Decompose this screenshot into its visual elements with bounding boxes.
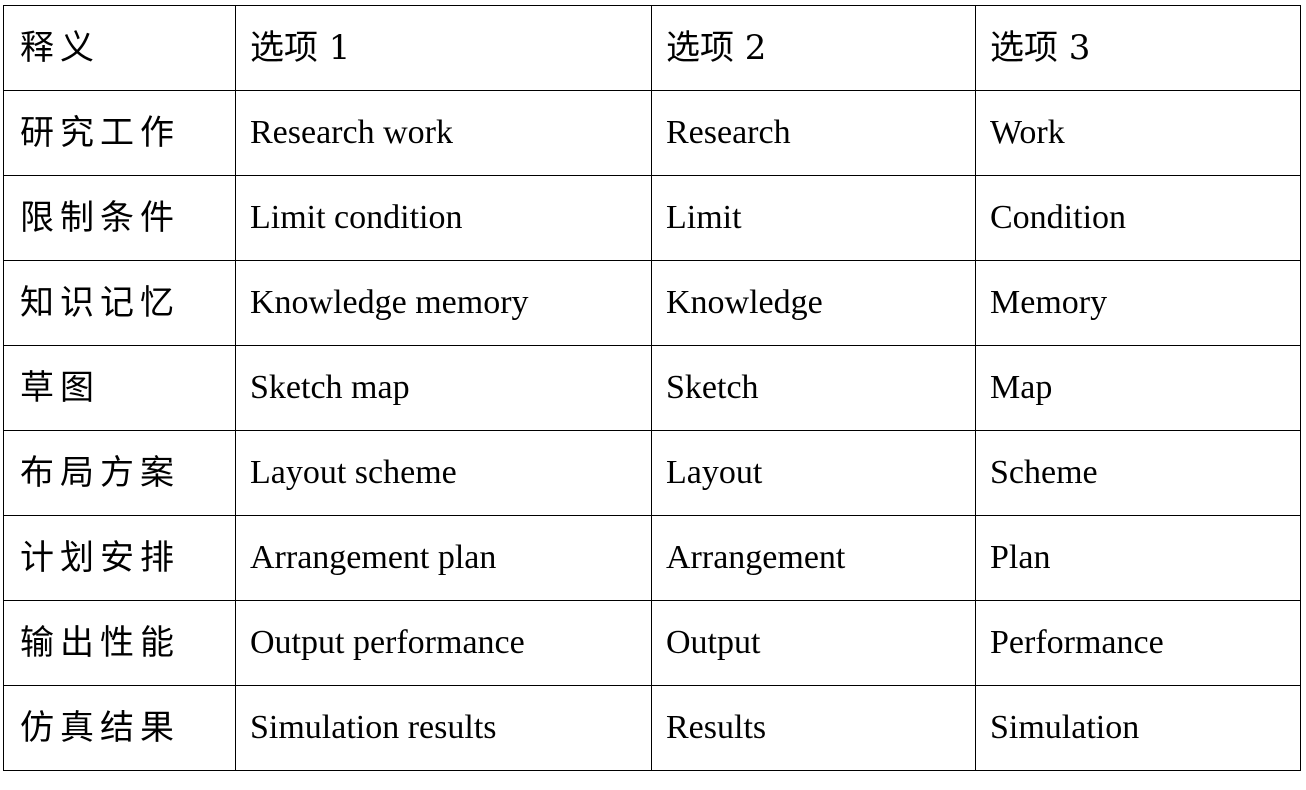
option-2-cell: Research xyxy=(651,90,976,176)
header-option-2: 选项 2 xyxy=(651,5,976,91)
option-1-cell: Simulation results xyxy=(235,685,652,771)
option-2-cell: Limit xyxy=(651,175,976,261)
option-3-cell: Performance xyxy=(975,600,1301,686)
table-row: 研究工作 Research work Research Work xyxy=(3,90,1301,176)
option-2-cell: Knowledge xyxy=(651,260,976,346)
table-row: 仿真结果 Simulation results Results Simulati… xyxy=(3,685,1301,771)
option-2-cell: Sketch xyxy=(651,345,976,431)
option-2-cell: Layout xyxy=(651,430,976,516)
header-option-3: 选项 3 xyxy=(975,5,1301,91)
option-1-cell: Arrangement plan xyxy=(235,515,652,601)
option-1-cell: Limit condition xyxy=(235,175,652,261)
term-cell: 布局方案 xyxy=(3,430,236,516)
option-3-cell: Scheme xyxy=(975,430,1301,516)
option-1-cell: Research work xyxy=(235,90,652,176)
option-3-cell: Simulation xyxy=(975,685,1301,771)
table-row: 草图 Sketch map Sketch Map xyxy=(3,345,1301,431)
option-3-cell: Condition xyxy=(975,175,1301,261)
term-cell: 研究工作 xyxy=(3,90,236,176)
option-1-cell: Layout scheme xyxy=(235,430,652,516)
option-1-cell: Sketch map xyxy=(235,345,652,431)
term-cell: 仿真结果 xyxy=(3,685,236,771)
term-cell: 输出性能 xyxy=(3,600,236,686)
header-definition: 释义 xyxy=(3,5,236,91)
option-3-cell: Plan xyxy=(975,515,1301,601)
table-header-row: 释义 选项 1 选项 2 选项 3 xyxy=(3,5,1301,91)
option-3-cell: Memory xyxy=(975,260,1301,346)
option-3-cell: Work xyxy=(975,90,1301,176)
option-3-cell: Map xyxy=(975,345,1301,431)
table-row: 知识记忆 Knowledge memory Knowledge Memory xyxy=(3,260,1301,346)
table-row: 输出性能 Output performance Output Performan… xyxy=(3,600,1301,686)
term-cell: 计划安排 xyxy=(3,515,236,601)
term-cell: 草图 xyxy=(3,345,236,431)
header-option-1: 选项 1 xyxy=(235,5,652,91)
option-2-cell: Arrangement xyxy=(651,515,976,601)
table-row: 布局方案 Layout scheme Layout Scheme xyxy=(3,430,1301,516)
table-row: 计划安排 Arrangement plan Arrangement Plan xyxy=(3,515,1301,601)
option-2-cell: Results xyxy=(651,685,976,771)
table-row: 限制条件 Limit condition Limit Condition xyxy=(3,175,1301,261)
term-cell: 知识记忆 xyxy=(3,260,236,346)
term-options-table: 释义 选项 1 选项 2 选项 3 研究工作 Research work Res… xyxy=(3,5,1301,771)
option-2-cell: Output xyxy=(651,600,976,686)
option-1-cell: Knowledge memory xyxy=(235,260,652,346)
term-cell: 限制条件 xyxy=(3,175,236,261)
option-1-cell: Output performance xyxy=(235,600,652,686)
